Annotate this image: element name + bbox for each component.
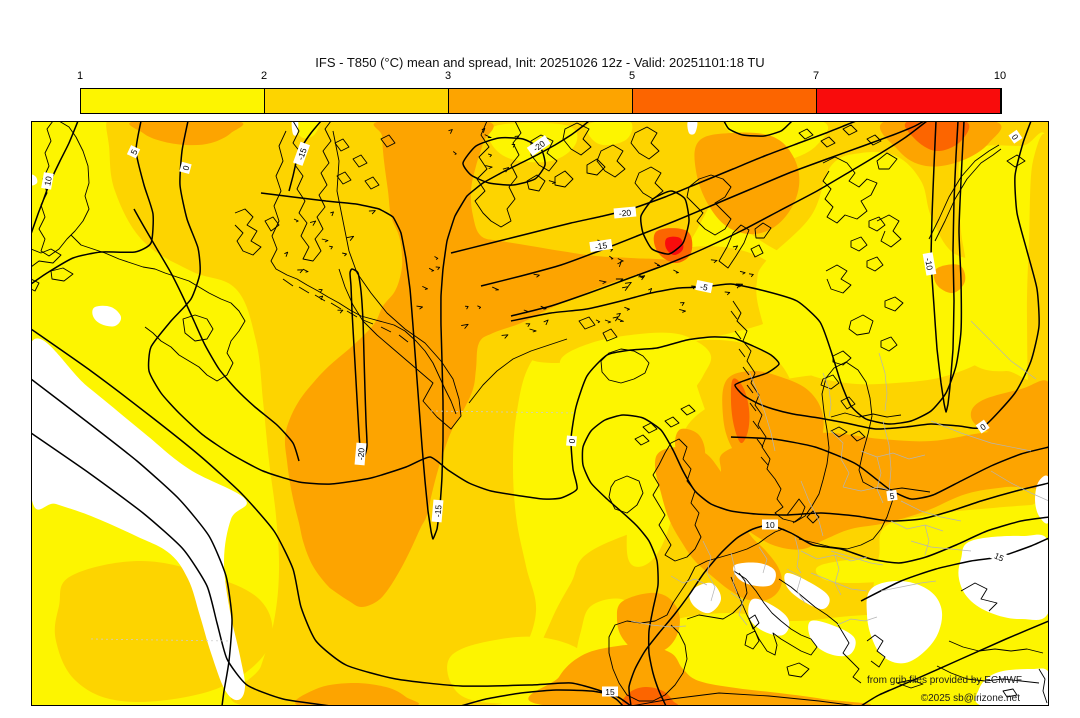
svg-text:0: 0 [567,438,577,444]
svg-text:-20: -20 [618,207,631,218]
svg-text:©2025 sb@irizone.net: ©2025 sb@irizone.net [921,693,1020,704]
svg-text:-15: -15 [295,146,309,161]
svg-text:-5: -5 [699,281,709,292]
svg-text:15: 15 [993,550,1006,563]
svg-text:15: 15 [605,687,615,697]
svg-text:-15: -15 [432,504,443,517]
svg-text:0: 0 [1010,132,1021,142]
svg-text:10: 10 [765,520,775,530]
svg-text:from grib files provided by EC: from grib files provided by ECMWF [867,675,1022,686]
svg-text:10: 10 [42,175,54,186]
svg-text:-15: -15 [594,240,608,252]
svg-text:5: 5 [128,148,139,157]
svg-text:5: 5 [889,491,895,502]
svg-text:0: 0 [978,421,988,432]
svg-text:0: 0 [181,164,192,171]
svg-text:-10: -10 [923,257,935,271]
svg-text:-20: -20 [355,447,366,460]
